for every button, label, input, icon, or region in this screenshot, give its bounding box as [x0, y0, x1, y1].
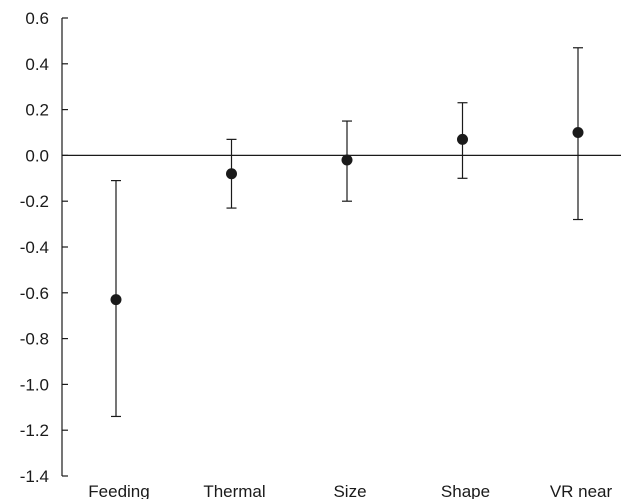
y-tick-label: -1.2 — [20, 421, 49, 440]
y-tick-label: -0.8 — [20, 330, 49, 349]
point-size — [341, 154, 353, 166]
y-tick-label: 0.6 — [25, 9, 49, 28]
y-tick-label: -1.0 — [20, 375, 49, 394]
y-tick-label: 0.0 — [25, 146, 49, 165]
point-feeding — [110, 294, 122, 306]
point-shape — [457, 133, 468, 145]
y-tick-label: -1.4 — [20, 467, 49, 486]
y-axis: 0.6 0.4 0.2 0.0 -0.2 -0.4 -0.6 -0.8 -1.0 -1.2 -1.4 — [20, 9, 68, 486]
x-category-label: VR near — [550, 482, 613, 499]
data-points — [110, 127, 584, 306]
y-tick-label: -0.4 — [20, 238, 49, 257]
point-thermal — [226, 168, 237, 180]
y-tick-label: -0.6 — [20, 284, 49, 303]
error-bars — [111, 47, 583, 418]
x-category-label: Thermal — [203, 482, 265, 499]
point-vr-near — [572, 127, 584, 138]
x-axis-category-labels: Feeding Thermal Size Shape VR near — [88, 482, 613, 501]
y-tick-label: -0.2 — [20, 192, 49, 211]
x-category-label: Shape — [441, 482, 490, 499]
x-category-label: Size — [333, 482, 366, 499]
y-tick-label: 0.4 — [25, 55, 49, 74]
y-tick-label: 0.2 — [25, 101, 49, 120]
x-category-label: Feeding — [88, 482, 149, 499]
